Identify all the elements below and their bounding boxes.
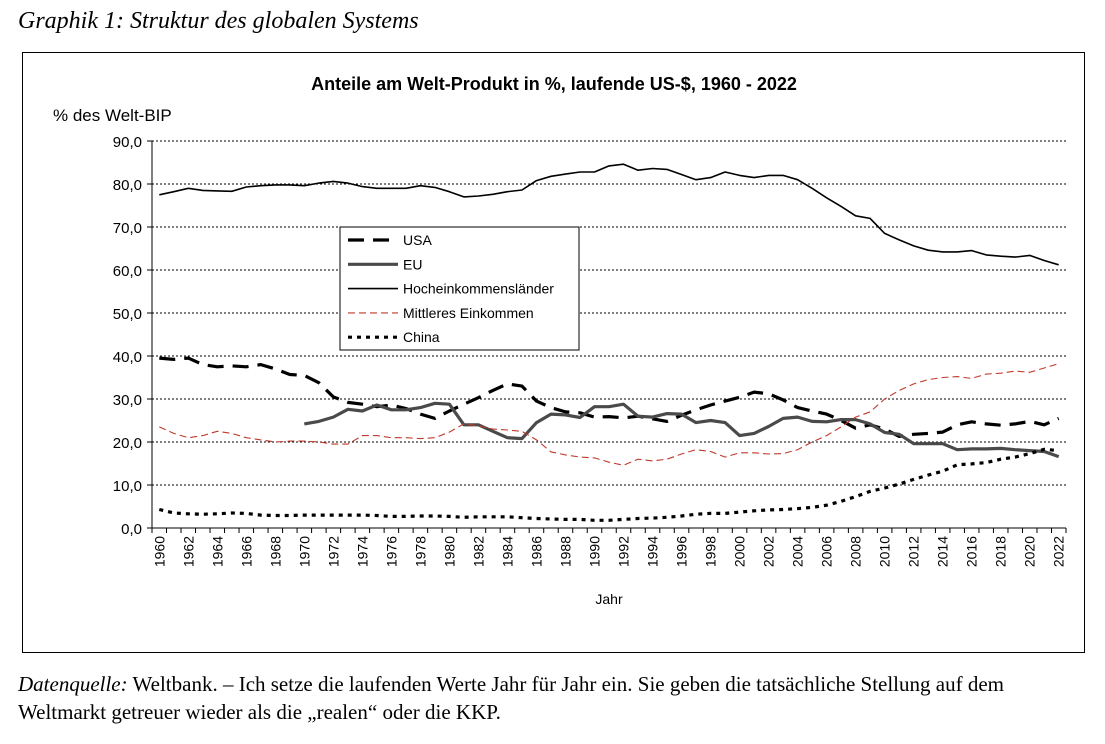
- series-line-china: [158, 447, 1059, 522]
- series-line-usa: [159, 356, 1060, 438]
- chart-title: Anteile am Welt-Produkt in %, laufende U…: [311, 74, 797, 94]
- x-tick-label: 1994: [645, 536, 661, 567]
- legend-label-middle: Mittleres Einkommen: [403, 305, 534, 321]
- figure-caption: Graphik 1: Struktur des globalen Systems: [18, 8, 419, 34]
- y-tick-label: 0,0: [121, 521, 142, 538]
- chart-svg: Anteile am Welt-Produkt in %, laufende U…: [53, 74, 1067, 607]
- x-tick-label: 2014: [935, 536, 951, 567]
- x-tick-label: 1960: [151, 536, 167, 567]
- x-tick-label: 2004: [790, 536, 806, 567]
- x-tick-label: 1988: [557, 536, 573, 567]
- y-tick-label: 10,0: [113, 478, 142, 495]
- legend-label-high: Hocheinkommensländer: [403, 281, 554, 297]
- source-label: Datenquelle:: [18, 672, 128, 696]
- x-tick-label: 1986: [528, 536, 544, 567]
- series-line-eu: [304, 401, 1060, 459]
- x-tick-label: 2010: [877, 536, 893, 567]
- x-tick-label: 1962: [180, 536, 196, 567]
- chart-frame: [22, 52, 1085, 653]
- y-tick-label: 90,0: [113, 134, 142, 151]
- x-tick-label: 1984: [499, 536, 515, 567]
- x-tick-label: 1998: [703, 536, 719, 567]
- x-tick-label: 2020: [1022, 536, 1038, 567]
- x-tick-label: 2018: [993, 536, 1009, 567]
- x-tick-label: 2012: [906, 536, 922, 567]
- x-tick-label: 1978: [412, 536, 428, 567]
- x-tick-label: 2002: [761, 536, 777, 567]
- y-tick-label: 80,0: [113, 177, 142, 194]
- x-tick-label: 1964: [209, 536, 225, 567]
- x-tick-label: 1968: [267, 536, 283, 567]
- y-tick-label: 40,0: [113, 349, 142, 366]
- series-line-high: [159, 163, 1059, 266]
- legend-label-usa: USA: [403, 232, 432, 248]
- y-tick-label: 20,0: [113, 435, 142, 452]
- legend-label-eu: EU: [403, 256, 422, 272]
- y-axis-label: % des Welt-BIP: [53, 106, 172, 125]
- x-tick-label: 1980: [441, 536, 457, 567]
- x-tick-label: 2000: [732, 536, 748, 567]
- source-text: Weltbank. – Ich setze die laufenden Wert…: [18, 672, 1004, 724]
- series-line-middle: [159, 363, 1059, 466]
- x-tick-label: 1966: [238, 536, 254, 567]
- x-tick-label: 1972: [325, 536, 341, 567]
- x-tick-label: 1992: [616, 536, 632, 567]
- y-tick-label: 50,0: [113, 306, 142, 323]
- x-tick-label: 2006: [819, 536, 835, 567]
- x-tick-label: 1970: [296, 536, 312, 567]
- legend-label-china: China: [403, 329, 440, 345]
- x-tick-label: 2008: [848, 536, 864, 567]
- x-tick-label: 1996: [674, 536, 690, 567]
- source-note: Datenquelle: Weltbank. – Ich setze die l…: [18, 670, 1088, 726]
- x-tick-label: 1974: [354, 536, 370, 567]
- y-tick-label: 70,0: [113, 220, 142, 237]
- x-tick-label: 1990: [586, 536, 602, 567]
- x-axis-label: Jahr: [595, 591, 623, 607]
- y-tick-label: 60,0: [113, 263, 142, 280]
- x-tick-label: 2022: [1051, 536, 1067, 567]
- y-tick-label: 30,0: [113, 392, 142, 409]
- x-tick-label: 2016: [964, 536, 980, 567]
- x-tick-label: 1982: [470, 536, 486, 567]
- x-tick-label: 1976: [383, 536, 399, 567]
